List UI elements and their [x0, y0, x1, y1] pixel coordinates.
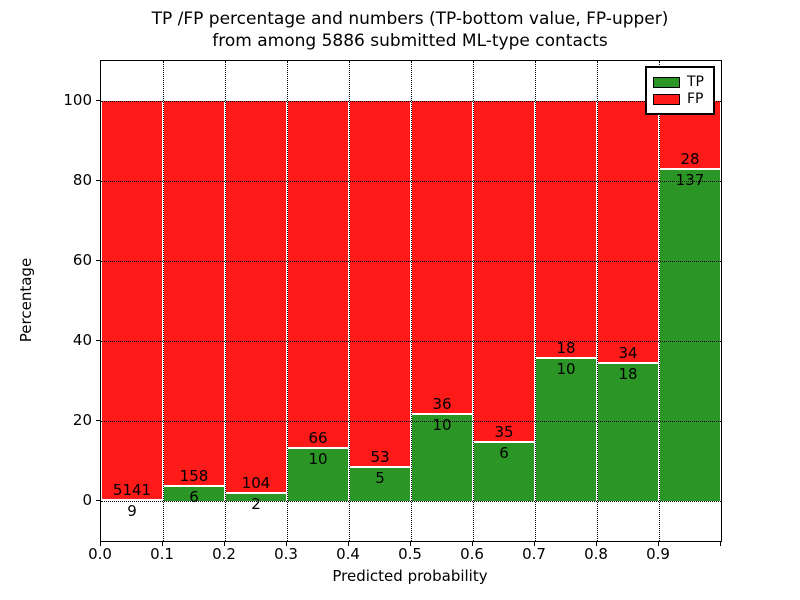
- v-gridline: [348, 61, 350, 541]
- y-tick-label: 100: [63, 91, 92, 109]
- bar-tp-count-label: 10: [432, 416, 452, 435]
- y-tick-label: 20: [72, 411, 92, 429]
- bar-fp-segment: [473, 101, 535, 443]
- bar-fp-count-label: 104: [241, 474, 271, 493]
- y-axis-tick: [96, 420, 100, 421]
- x-axis-tick: [596, 541, 597, 546]
- x-tick-label: 0.2: [212, 545, 236, 563]
- bar-tp-segment: [473, 442, 535, 501]
- y-axis-tick: [96, 180, 100, 181]
- bar-tp-count-label: 137: [675, 170, 705, 189]
- x-tick-label: 0.1: [150, 545, 174, 563]
- chart-title-line1: TP /FP percentage and numbers (TP-bottom…: [151, 9, 669, 29]
- y-axis-tick: [96, 500, 100, 501]
- x-axis-tick: [472, 541, 473, 546]
- v-gridline: [472, 61, 474, 541]
- legend-label-fp: FP: [687, 91, 704, 107]
- x-tick-label: 0.8: [584, 545, 608, 563]
- bar-fp-count-label: 28: [680, 149, 700, 168]
- x-axis-tick: [100, 541, 101, 546]
- y-axis-tick: [96, 260, 100, 261]
- bar-fp-count-label: 5141: [112, 481, 152, 500]
- legend-label-tp: TP: [687, 74, 704, 90]
- chart-title-line2: from among 5886 submitted ML-type contac…: [212, 31, 608, 51]
- y-axis-label: Percentage: [17, 257, 35, 343]
- plot-area: 5141 9 158 6 104 2 66 10 53 5 36 10 35 6 18 10 34 18 28 137: [100, 60, 722, 542]
- bar-fp-count-label: 53: [370, 447, 390, 466]
- bar-fp-count-label: 158: [179, 467, 209, 486]
- bar-fp-segment: [101, 101, 163, 501]
- bar-fp-count-label: 18: [556, 339, 576, 358]
- x-axis-tick: [658, 541, 659, 546]
- x-axis-tick: [162, 541, 163, 546]
- y-tick-label: 40: [72, 331, 92, 349]
- x-axis-tick: [720, 541, 721, 546]
- bar-tp-count-label: 10: [308, 450, 328, 469]
- y-axis-tick: [96, 100, 100, 101]
- v-gridline: [410, 61, 412, 541]
- bar-tp-count-label: 10: [556, 360, 576, 379]
- bar-tp-count-label: 6: [189, 488, 199, 507]
- y-tick-label: 80: [72, 171, 92, 189]
- bar-fp-count-label: 35: [494, 423, 514, 442]
- v-gridline: [224, 61, 226, 541]
- x-tick-label: 0.3: [274, 545, 298, 563]
- bar-tp-count-label: 9: [127, 502, 137, 521]
- bar-fp-segment: [287, 101, 349, 449]
- x-tick-label: 0.6: [460, 545, 484, 563]
- v-gridline: [162, 61, 164, 541]
- y-tick-label: 0: [82, 491, 92, 509]
- bar-tp-segment: [597, 362, 659, 501]
- v-gridline: [596, 61, 598, 541]
- bar-fp-segment: [535, 101, 597, 359]
- bar-tp-segment: [659, 168, 721, 501]
- fp-legend-swatch-icon: [653, 94, 680, 105]
- v-gridline: [286, 61, 288, 541]
- bar-fp-segment: [225, 101, 287, 494]
- x-axis-tick: [286, 541, 287, 546]
- v-gridline: [658, 61, 660, 541]
- bar-tp-count-label: 2: [251, 495, 261, 514]
- bar-tp-count-label: 6: [499, 444, 509, 463]
- bar-fp-count-label: 66: [308, 429, 328, 448]
- bar-fp-count-label: 34: [618, 343, 638, 362]
- bar-tp-count-label: 18: [618, 364, 638, 383]
- x-axis-tick: [348, 541, 349, 546]
- y-tick-label: 60: [72, 251, 92, 269]
- bar-tp-count-label: 5: [375, 468, 385, 487]
- chart-title: TP /FP percentage and numbers (TP-bottom…: [100, 8, 720, 52]
- bar-tp-segment: [349, 466, 411, 501]
- x-tick-label: 0.5: [398, 545, 422, 563]
- bar-fp-segment: [597, 101, 659, 363]
- legend: TP FP: [645, 66, 715, 115]
- x-axis-tick: [534, 541, 535, 546]
- y-axis-tick: [96, 340, 100, 341]
- x-axis-tick: [410, 541, 411, 546]
- x-tick-label: 0.9: [646, 545, 670, 563]
- x-axis-tick: [224, 541, 225, 546]
- tp-legend-swatch-icon: [653, 77, 680, 88]
- x-tick-label: 0.0: [88, 545, 112, 563]
- x-axis-label: Predicted probability: [332, 567, 488, 585]
- bar-fp-segment: [163, 101, 225, 487]
- legend-item-tp: TP: [653, 75, 713, 90]
- bar-fp-segment: [349, 101, 411, 467]
- v-gridline: [534, 61, 536, 541]
- bar-fp-segment: [411, 101, 473, 415]
- x-tick-label: 0.4: [336, 545, 360, 563]
- x-tick-label: 0.7: [522, 545, 546, 563]
- bar-fp-count-label: 36: [432, 395, 452, 414]
- legend-item-fp: FP: [653, 92, 713, 107]
